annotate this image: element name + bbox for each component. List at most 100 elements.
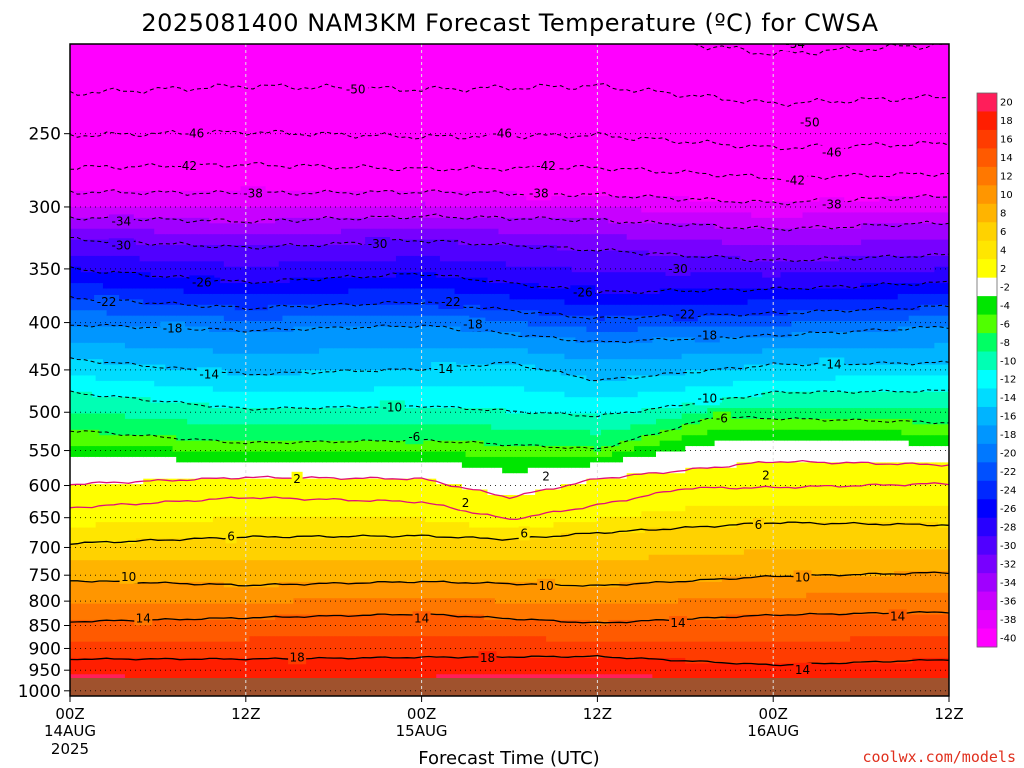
temperature-band [476, 261, 481, 279]
temperature-band [425, 272, 430, 290]
temperature-band [520, 44, 525, 197]
temperature-band [271, 245, 276, 268]
temperature-band [458, 261, 463, 279]
temperature-band [535, 245, 540, 268]
temperature-band [593, 207, 598, 219]
temperature-band [483, 310, 489, 322]
temperature-band [612, 293, 617, 306]
temperature-band [505, 331, 511, 349]
temperature-band [450, 217, 456, 230]
temperature-band [355, 288, 360, 306]
temperature-band [77, 446, 82, 458]
temperature-band [538, 370, 544, 393]
temperature-band [113, 207, 119, 219]
temperature-band [384, 462, 390, 480]
temperature-band [575, 375, 580, 398]
temperature-band [106, 217, 111, 230]
temperature-band [256, 603, 262, 621]
temperature-band [121, 272, 126, 290]
temperature-band [271, 462, 276, 480]
temperature-band [194, 348, 199, 371]
temperature-band [190, 657, 196, 681]
temperature-band [253, 375, 258, 393]
temperature-band [227, 190, 232, 208]
temperature-band [102, 239, 108, 257]
temperature-band [238, 560, 243, 588]
temperature-band [538, 603, 544, 621]
temperature-band [106, 603, 111, 621]
temperature-band [410, 239, 415, 257]
temperature-band [267, 207, 273, 224]
temperature-band [663, 408, 668, 420]
temperature-band [209, 386, 214, 409]
temperature-band [242, 44, 247, 192]
temperature-band [648, 554, 653, 583]
temperature-band [414, 538, 419, 561]
temperature-band [443, 277, 448, 290]
temperature-band [560, 375, 566, 393]
temperature-band [231, 424, 236, 442]
temperature-band [568, 533, 573, 561]
temperature-band [579, 250, 584, 273]
temperature-band [465, 636, 470, 659]
temperature-band [260, 391, 265, 409]
temperature-band [355, 451, 360, 463]
temperature-band [128, 484, 133, 523]
temperature-band [626, 581, 631, 605]
temperature-band [388, 326, 393, 349]
temperature-band [161, 207, 166, 219]
temperature-band [117, 435, 122, 447]
temperature-band [168, 326, 174, 349]
temperature-band [154, 418, 159, 436]
temperature-band [546, 603, 551, 621]
temperature-band [264, 619, 269, 637]
temperature-band [663, 619, 668, 643]
temperature-band [469, 331, 474, 349]
temperature-band [623, 413, 628, 431]
temperature-band [476, 348, 481, 366]
temperature-band [527, 310, 533, 328]
temperature-band [428, 288, 434, 306]
temperature-band [282, 614, 287, 637]
temperature-band [377, 370, 382, 387]
temperature-band [161, 386, 166, 404]
temperature-band [143, 326, 148, 349]
temperature-band [366, 636, 371, 659]
temperature-band [293, 315, 298, 328]
temperature-band [535, 581, 540, 605]
temperature-band [267, 603, 273, 621]
temperature-band [373, 348, 379, 371]
temperature-band [615, 587, 620, 605]
temperature-band [106, 326, 111, 344]
temperature-band [421, 315, 426, 328]
temperature-band [454, 386, 459, 409]
temperature-band [590, 533, 595, 561]
temperature-band [542, 217, 547, 235]
temperature-band [469, 190, 474, 208]
temperature-band [652, 391, 657, 409]
temperature-band [487, 348, 492, 366]
temperature-band [253, 408, 258, 425]
temperature-band [652, 554, 657, 583]
temperature-band [311, 190, 316, 208]
temperature-band [124, 581, 130, 605]
temperature-band [179, 462, 185, 480]
temperature-band [132, 255, 137, 273]
temperature-band [223, 321, 229, 333]
temperature-band [99, 272, 104, 284]
temperature-band [139, 456, 144, 485]
temperature-band [498, 364, 503, 387]
temperature-band [458, 386, 463, 409]
temperature-band [205, 348, 210, 371]
temperature-band [538, 527, 544, 540]
temperature-band [436, 538, 441, 561]
temperature-band [322, 326, 327, 349]
temperature-band [549, 587, 555, 605]
temperature-band [304, 245, 309, 262]
temperature-band [542, 299, 547, 317]
temperature-band [443, 424, 448, 442]
temperature-band [73, 391, 78, 415]
temperature-band [557, 538, 562, 561]
temperature-band [601, 321, 606, 333]
temperature-band [666, 408, 672, 420]
